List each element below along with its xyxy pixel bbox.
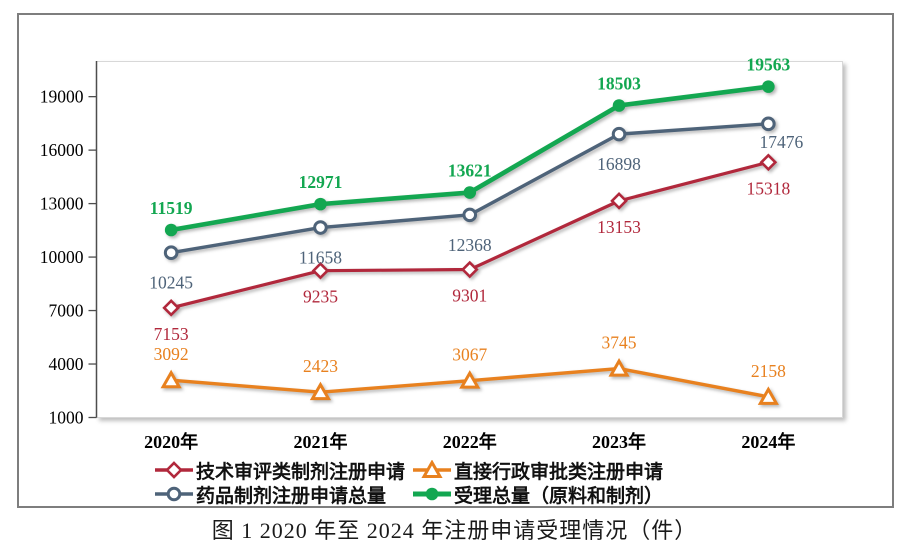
data-point-label: 2158 — [751, 361, 786, 381]
data-point-marker — [166, 486, 182, 502]
data-point-label: 12368 — [448, 235, 492, 255]
data-point-label: 13621 — [448, 161, 492, 181]
legend-marker-icon — [413, 487, 451, 501]
legend-marker-icon — [413, 460, 451, 478]
data-point-marker — [759, 153, 778, 172]
series-1-group — [160, 358, 779, 405]
data-point-marker — [611, 126, 627, 142]
y-tick-label: 10000 — [40, 247, 84, 267]
data-point-marker — [309, 381, 332, 401]
series-3-labels: 11519 12971 13621 18503 19563 — [150, 55, 791, 218]
data-point-label: 10245 — [149, 273, 193, 293]
plot-area — [96, 61, 843, 418]
data-point-label: 2423 — [303, 356, 338, 376]
data-point-label: 3067 — [452, 345, 487, 365]
data-point-marker — [610, 192, 628, 210]
y-tick-label: 19000 — [40, 87, 84, 107]
data-point-marker — [160, 369, 182, 389]
data-point-marker — [313, 220, 328, 235]
data-point-label: 3745 — [602, 333, 637, 353]
data-point-marker — [462, 207, 478, 223]
x-axis-label: 2021年 — [293, 431, 347, 452]
data-point-label: 11519 — [150, 198, 193, 218]
legend-marker-icon — [155, 461, 193, 479]
data-point-marker — [608, 358, 630, 377]
data-point-label: 7153 — [154, 324, 189, 344]
data-point-marker — [163, 245, 179, 261]
y-tick-label: 13000 — [40, 194, 84, 214]
y-tick-label: 7000 — [49, 301, 84, 321]
figure-caption: 图 1 2020 年至 2024 年注册申请受理情况（件） — [211, 518, 698, 543]
data-point-marker — [425, 487, 439, 501]
legend-item: 受理总量（原料和制剂） — [413, 483, 664, 507]
series-2-group — [163, 116, 776, 261]
series-0-labels: 7153 9235 9301 13153 15318 — [154, 178, 791, 344]
x-axis-label: 2022年 — [443, 431, 497, 452]
legend-item: 技术审评类制剂注册申请 — [155, 459, 406, 483]
data-point-marker — [459, 370, 481, 389]
data-point-label: 11658 — [299, 248, 342, 268]
legend-marker-icon — [155, 486, 193, 502]
data-point-label: 13153 — [597, 217, 641, 237]
series-2-labels: 10245 11658 12368 16898 17476 — [149, 132, 803, 293]
data-point-marker — [757, 386, 779, 405]
data-point-marker — [314, 197, 327, 211]
series-0-group — [162, 153, 778, 317]
data-point-marker — [311, 261, 330, 280]
data-point-marker — [165, 461, 183, 479]
legend-item: 药品制剂注册申请总量 — [155, 483, 387, 507]
data-point-label: 19563 — [746, 55, 790, 75]
data-point-label: 17476 — [759, 132, 803, 152]
data-point-marker — [162, 298, 180, 317]
data-point-marker — [421, 460, 443, 478]
data-point-label: 16898 — [597, 154, 641, 174]
data-point-marker — [761, 116, 776, 132]
legend-item-label: 药品制剂注册申请总量 — [196, 485, 387, 507]
data-point-marker — [460, 260, 479, 279]
data-point-label: 9235 — [303, 287, 338, 307]
series-1-labels: 3092 2423 3067 3745 2158 — [154, 333, 786, 381]
y-tick-label: 16000 — [40, 140, 84, 160]
y-tick-label: 4000 — [49, 354, 84, 374]
legend-item-label: 直接行政审批类注册申请 — [454, 461, 664, 483]
data-point-label: 3092 — [154, 344, 189, 364]
data-point-label: 15318 — [746, 178, 790, 198]
legend-item-label: 受理总量（原料和制剂） — [454, 485, 664, 507]
x-axis-label: 2020年 — [144, 431, 198, 452]
series-3-group — [164, 80, 775, 237]
x-axis-label: 2024年 — [741, 431, 795, 452]
data-point-label: 12971 — [299, 172, 343, 192]
data-point-label: 9301 — [452, 286, 487, 306]
data-point-marker — [762, 80, 775, 93]
legend-item: 直接行政审批类注册申请 — [413, 459, 664, 483]
data-point-marker — [164, 223, 178, 237]
y-tick-label: 1000 — [49, 408, 84, 428]
x-axis-label: 2023年 — [592, 431, 646, 452]
data-point-marker — [612, 99, 626, 112]
data-point-label: 18503 — [597, 74, 641, 94]
data-point-marker — [463, 186, 477, 199]
legend-item-label: 技术审评类制剂注册申请 — [196, 461, 406, 483]
